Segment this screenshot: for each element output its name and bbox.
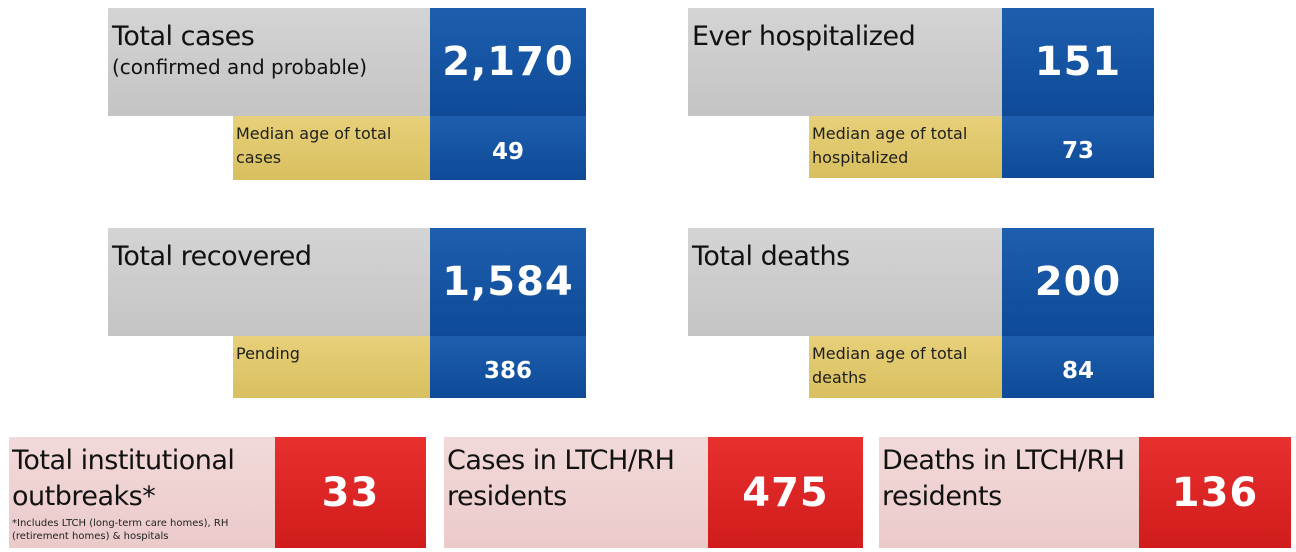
outbreaks-footnote-line1: *Includes LTCH (long-term care homes), R… xyxy=(12,518,229,529)
recovered-title: Total recovered xyxy=(112,241,312,272)
hospitalized-value: 151 xyxy=(1002,8,1154,116)
total-cases-subtitle: (confirmed and probable) xyxy=(112,55,368,79)
cases-ltch-title-line1: Cases in LTCH/RH xyxy=(447,445,675,476)
cases-ltch-title-line2: residents xyxy=(447,481,567,512)
hospitalized-title: Ever hospitalized xyxy=(692,21,916,52)
deaths-title: Total deaths xyxy=(692,241,850,272)
deaths-median-label: Median age of total deaths xyxy=(809,336,1002,398)
deaths-ltch-title-line2: residents xyxy=(882,481,1002,512)
deaths-ltch-label-box: Deaths in LTCH/RH residents xyxy=(879,437,1139,548)
total-cases-label-box: Total cases (confirmed and probable) xyxy=(108,8,430,116)
cases-ltch-value: 475 xyxy=(708,437,863,548)
total-cases-median-value: 49 xyxy=(430,116,586,180)
recovered-label-box: Total recovered xyxy=(108,228,430,336)
outbreaks-title-line2: outbreaks* xyxy=(12,481,156,512)
hospitalized-median-label: Median age of total hospitalized xyxy=(809,116,1002,178)
deaths-median-value: 84 xyxy=(1002,336,1154,398)
outbreaks-value: 33 xyxy=(275,437,426,548)
hospitalized-label-box: Ever hospitalized xyxy=(688,8,1002,116)
pending-value: 386 xyxy=(430,336,586,398)
deaths-value: 200 xyxy=(1002,228,1154,336)
deaths-label-box: Total deaths xyxy=(688,228,1002,336)
cases-ltch-label-box: Cases in LTCH/RH residents xyxy=(444,437,708,548)
total-cases-title: Total cases xyxy=(112,21,255,52)
pending-label: Pending xyxy=(233,336,430,398)
outbreaks-label-box: Total institutional outbreaks* *Includes… xyxy=(9,437,275,548)
hospitalized-median-label-line1: Median age of total xyxy=(812,124,968,143)
total-cases-median-label: Median age of total cases xyxy=(233,116,430,180)
outbreaks-footnote-line2: (retirement homes) & hospitals xyxy=(12,531,169,542)
deaths-median-label-line2: deaths xyxy=(812,368,867,387)
deaths-median-label-line1: Median age of total xyxy=(812,344,968,363)
recovered-value: 1,584 xyxy=(430,228,586,336)
hospitalized-median-label-line2: hospitalized xyxy=(812,148,909,167)
total-cases-value: 2,170 xyxy=(430,8,586,116)
hospitalized-median-value: 73 xyxy=(1002,116,1154,178)
outbreaks-title-line1: Total institutional xyxy=(12,445,235,476)
deaths-ltch-value: 136 xyxy=(1139,437,1291,548)
deaths-ltch-title-line1: Deaths in LTCH/RH xyxy=(882,445,1125,476)
